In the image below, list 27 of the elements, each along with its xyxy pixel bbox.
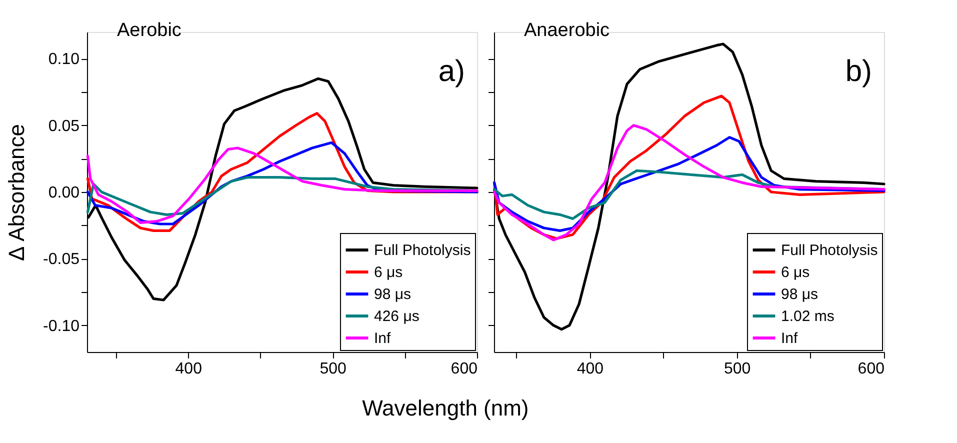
x-tick-label: 600 xyxy=(450,360,478,378)
legend-label: 6 μs xyxy=(781,264,810,281)
y-tick-label: -0.10 xyxy=(43,318,80,335)
x-tick-label: 500 xyxy=(320,360,346,378)
legend-label: 426 μs xyxy=(374,308,420,325)
legend-label: Full Photolysis xyxy=(781,242,878,259)
y-tick-label: 0.10 xyxy=(48,51,80,68)
y-tick-label: 0.00 xyxy=(48,184,80,202)
legend-label: Inf xyxy=(374,330,392,347)
legend-label: 98 μs xyxy=(781,286,818,303)
annotation: b) xyxy=(845,55,872,88)
annotation: Aerobic xyxy=(117,20,182,41)
x-tick-label: 400 xyxy=(175,360,202,378)
x-tick-label: 500 xyxy=(724,360,751,378)
annotation: a) xyxy=(438,55,465,88)
y-tick-label: -0.05 xyxy=(43,251,80,268)
annotation: Anaerobic xyxy=(524,20,610,41)
legend-label: 6 μs xyxy=(374,264,403,281)
y-axis-title: Δ Absorbance xyxy=(4,124,30,262)
x-tick-label: 400 xyxy=(576,360,604,378)
legend-label: Inf xyxy=(781,330,799,347)
legend-label: Full Photolysis xyxy=(374,242,471,259)
y-tick-label: 0.05 xyxy=(48,118,80,135)
legend-label: 98 μs xyxy=(374,286,411,303)
x-axis-title: Wavelength (nm) xyxy=(362,396,529,420)
legend-label: 1.02 ms xyxy=(781,308,834,325)
x-tick-label: 600 xyxy=(858,360,885,378)
